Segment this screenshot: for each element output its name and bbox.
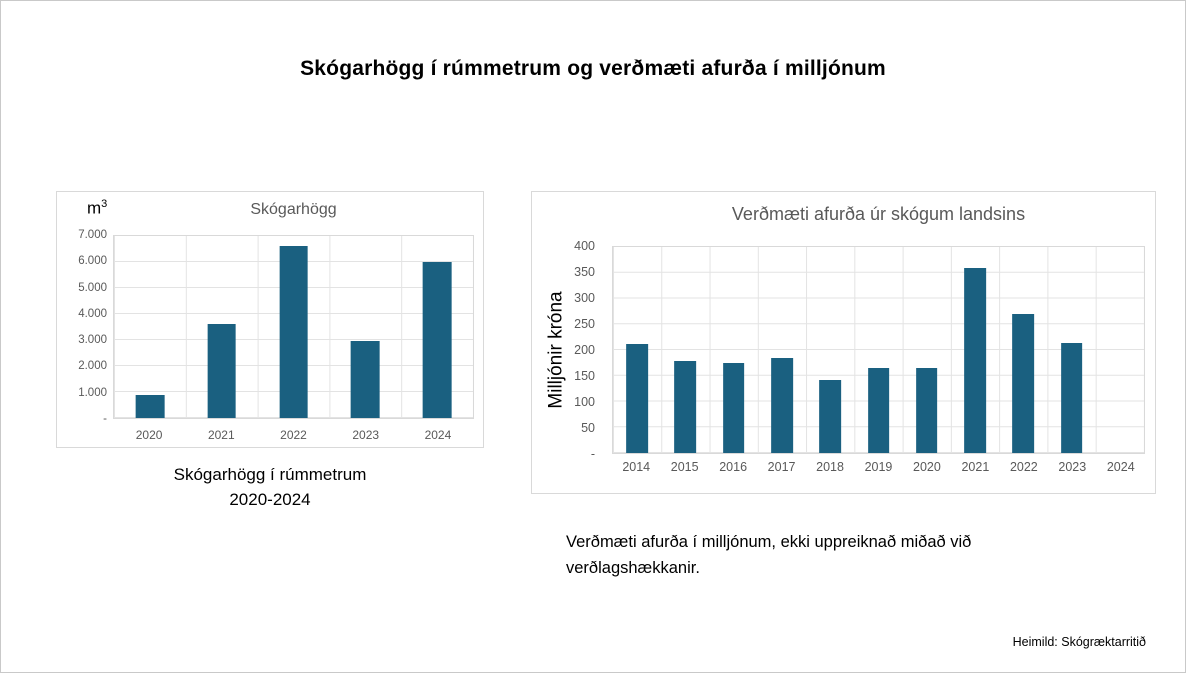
x-tick-label: 2020	[135, 428, 163, 442]
x-tick-label: 2024	[1106, 460, 1135, 474]
y-tick-label: 200	[574, 343, 595, 357]
left-chart-caption-line1: Skógarhögg í rúmmetrum	[173, 465, 367, 484]
x-tick-label: 2022	[280, 428, 307, 442]
y-tick-label: 350	[574, 265, 595, 279]
bar-2023	[1060, 343, 1083, 453]
y-tick-label: 300	[574, 291, 595, 305]
y-tick-label: 50	[581, 421, 595, 435]
x-tick-label: 2021	[207, 428, 235, 442]
y-tick-label: 6.000	[78, 255, 107, 268]
x-tick-label: 2018	[816, 460, 844, 474]
x-tick-label: 2019	[864, 460, 893, 474]
left-chart-caption-line2: 2020-2024	[229, 490, 311, 509]
chart-title: Skógarhögg	[250, 201, 337, 218]
y-tick-label: 3.000	[78, 334, 107, 347]
bar-2020	[135, 394, 165, 418]
chart-title: Verðmæti afurða úr skógum landsins	[731, 204, 1026, 224]
bar-2022	[279, 246, 308, 418]
bar-2021	[207, 324, 237, 418]
bar-2022	[1012, 313, 1035, 453]
bar-2017	[771, 357, 793, 453]
bar-2024	[422, 262, 452, 418]
x-axis-tick-labels: 2020 2021 2022 2023 2024	[113, 428, 474, 442]
bar-2014	[626, 343, 648, 453]
plot-area	[113, 235, 474, 419]
y-tick-label: 150	[574, 369, 595, 383]
bar-2016	[722, 362, 745, 453]
y-tick-label: 5.000	[78, 281, 107, 294]
x-tick-label: 2017	[767, 460, 796, 474]
y-tick-label: -	[103, 413, 107, 425]
y-axis-unit-label: m3	[87, 198, 108, 218]
y-tick-label: 4.000	[78, 307, 107, 320]
y-tick-label: 100	[574, 395, 595, 409]
page-title: Skógarhögg í rúmmetrum og verðmæti afurð…	[300, 57, 886, 80]
x-axis-tick-labels: 2014 2015 2016 2017 2018 2019 2020 2021 2022 2023…	[612, 460, 1145, 474]
y-tick-label: 250	[574, 317, 595, 331]
bar-2015	[674, 360, 697, 453]
x-tick-label: 2024	[424, 428, 452, 442]
y-axis-tick-labels: - 50 100 150 200 250 300 350 400	[552, 239, 595, 461]
y-tick-label: 2.000	[78, 360, 107, 373]
x-tick-label: 2016	[719, 460, 748, 474]
chart-verdmaeti: Verðmæti afurða úr skógum landsins Millj…	[531, 191, 1156, 494]
right-chart-caption: Verðmæti afurða í milljónum, ekki upprei…	[566, 533, 972, 577]
y-tick-label: 1.000	[78, 386, 107, 399]
chart-skogarhogg: m3 Skógarhögg - 1.000 2.000 3.000 4.000 5.000…	[56, 191, 484, 448]
bar-2021	[964, 267, 986, 453]
x-tick-label: 2023	[352, 428, 380, 442]
y-tick-label: 400	[574, 239, 595, 253]
x-tick-label: 2021	[961, 460, 990, 474]
x-tick-label: 2022	[1009, 460, 1038, 474]
left-chart-caption: Skógarhögg í rúmmetrum 2020-2024	[56, 462, 484, 512]
bar-2019	[867, 368, 890, 453]
x-tick-label: 2020	[913, 460, 941, 474]
x-tick-label: 2023	[1058, 460, 1087, 474]
x-tick-label: 2015	[670, 460, 699, 474]
y-axis-tick-labels: - 1.000 2.000 3.000 4.000 5.000 6.000 7.000	[61, 229, 107, 425]
bar-2018	[819, 380, 842, 453]
source-note: Heimild: Skógræktarritið	[1012, 635, 1146, 649]
bar-2023	[350, 341, 380, 418]
y-tick-label: -	[590, 447, 595, 461]
plot-area	[612, 246, 1145, 454]
y-tick-label: 7.000	[78, 229, 107, 241]
x-tick-label: 2014	[622, 460, 651, 474]
bar-2020	[915, 367, 938, 453]
